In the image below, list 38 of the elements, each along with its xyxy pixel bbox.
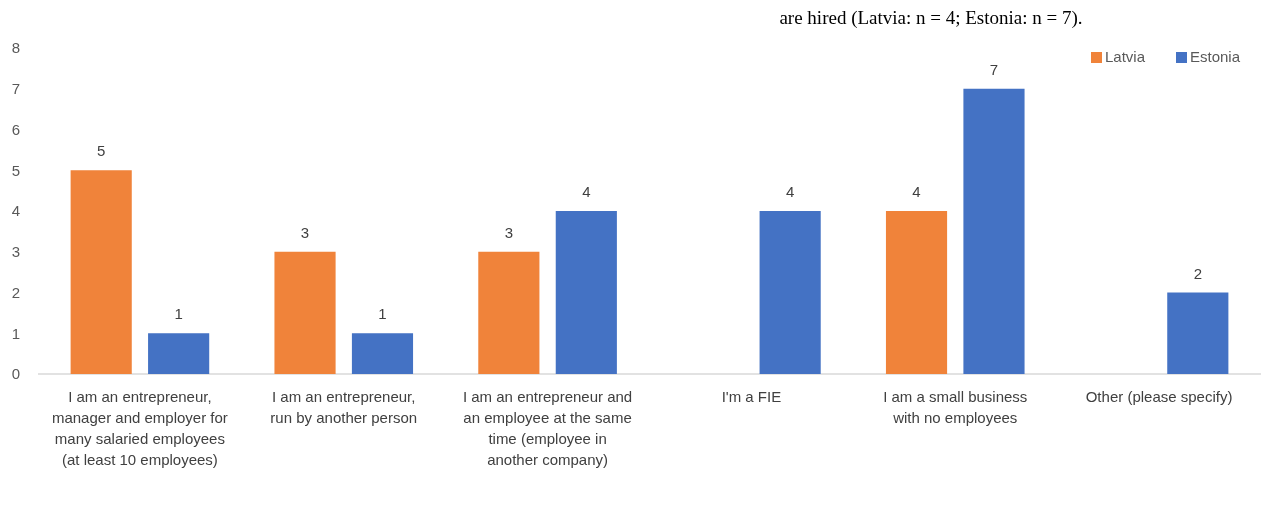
data-label: 1 [174, 305, 183, 323]
bar [1167, 292, 1229, 374]
data-label: 3 [300, 223, 310, 241]
bar [478, 251, 540, 374]
data-label: 5 [97, 142, 106, 160]
bar [963, 88, 1025, 374]
data-label: 4 [912, 183, 921, 200]
y-tick-label: 8 [11, 39, 21, 57]
bar [148, 333, 210, 374]
bar [274, 251, 336, 374]
data-label: 1 [378, 305, 387, 323]
x-tick-label: I am an entrepreneur, run by another person [270, 388, 418, 426]
x-tick-label: I am a small business with no employees [883, 388, 1028, 426]
data-label: 7 [989, 60, 999, 78]
bar [759, 211, 821, 374]
data-label: 4 [582, 183, 591, 200]
bar [555, 211, 617, 374]
x-tick-label: I'm a FIE [721, 388, 782, 405]
y-tick-label: 1 [11, 324, 21, 342]
bar [351, 333, 414, 374]
y-tick-label: 6 [11, 120, 21, 138]
y-tick-label: 2 [11, 283, 21, 301]
x-tick-label: I am an entrepreneur, manager and employer for many salaried employees (at least 10 employees) [51, 388, 228, 468]
y-tick-label: 7 [11, 80, 21, 97]
x-tick-label: I am an entrepreneur and an employee at the same time (employee in another company) [462, 388, 633, 468]
data-label: 2 [1193, 264, 1202, 282]
data-label: 3 [504, 223, 514, 241]
y-tick-label: 0 [11, 365, 21, 383]
bar [885, 211, 948, 374]
chart-title: are hired (Latvia: n = 4; Estonia: n = 7). [779, 7, 1083, 29]
y-tick-label: 4 [11, 202, 21, 220]
x-tick-label: Other (please specify) [1085, 388, 1233, 405]
y-tick-label: 3 [11, 243, 21, 260]
legend-label: Latvia [1105, 48, 1146, 65]
data-label: 4 [785, 183, 795, 200]
bar [70, 170, 132, 374]
y-tick-label: 5 [11, 161, 21, 179]
legend-label: Estonia [1190, 48, 1241, 65]
